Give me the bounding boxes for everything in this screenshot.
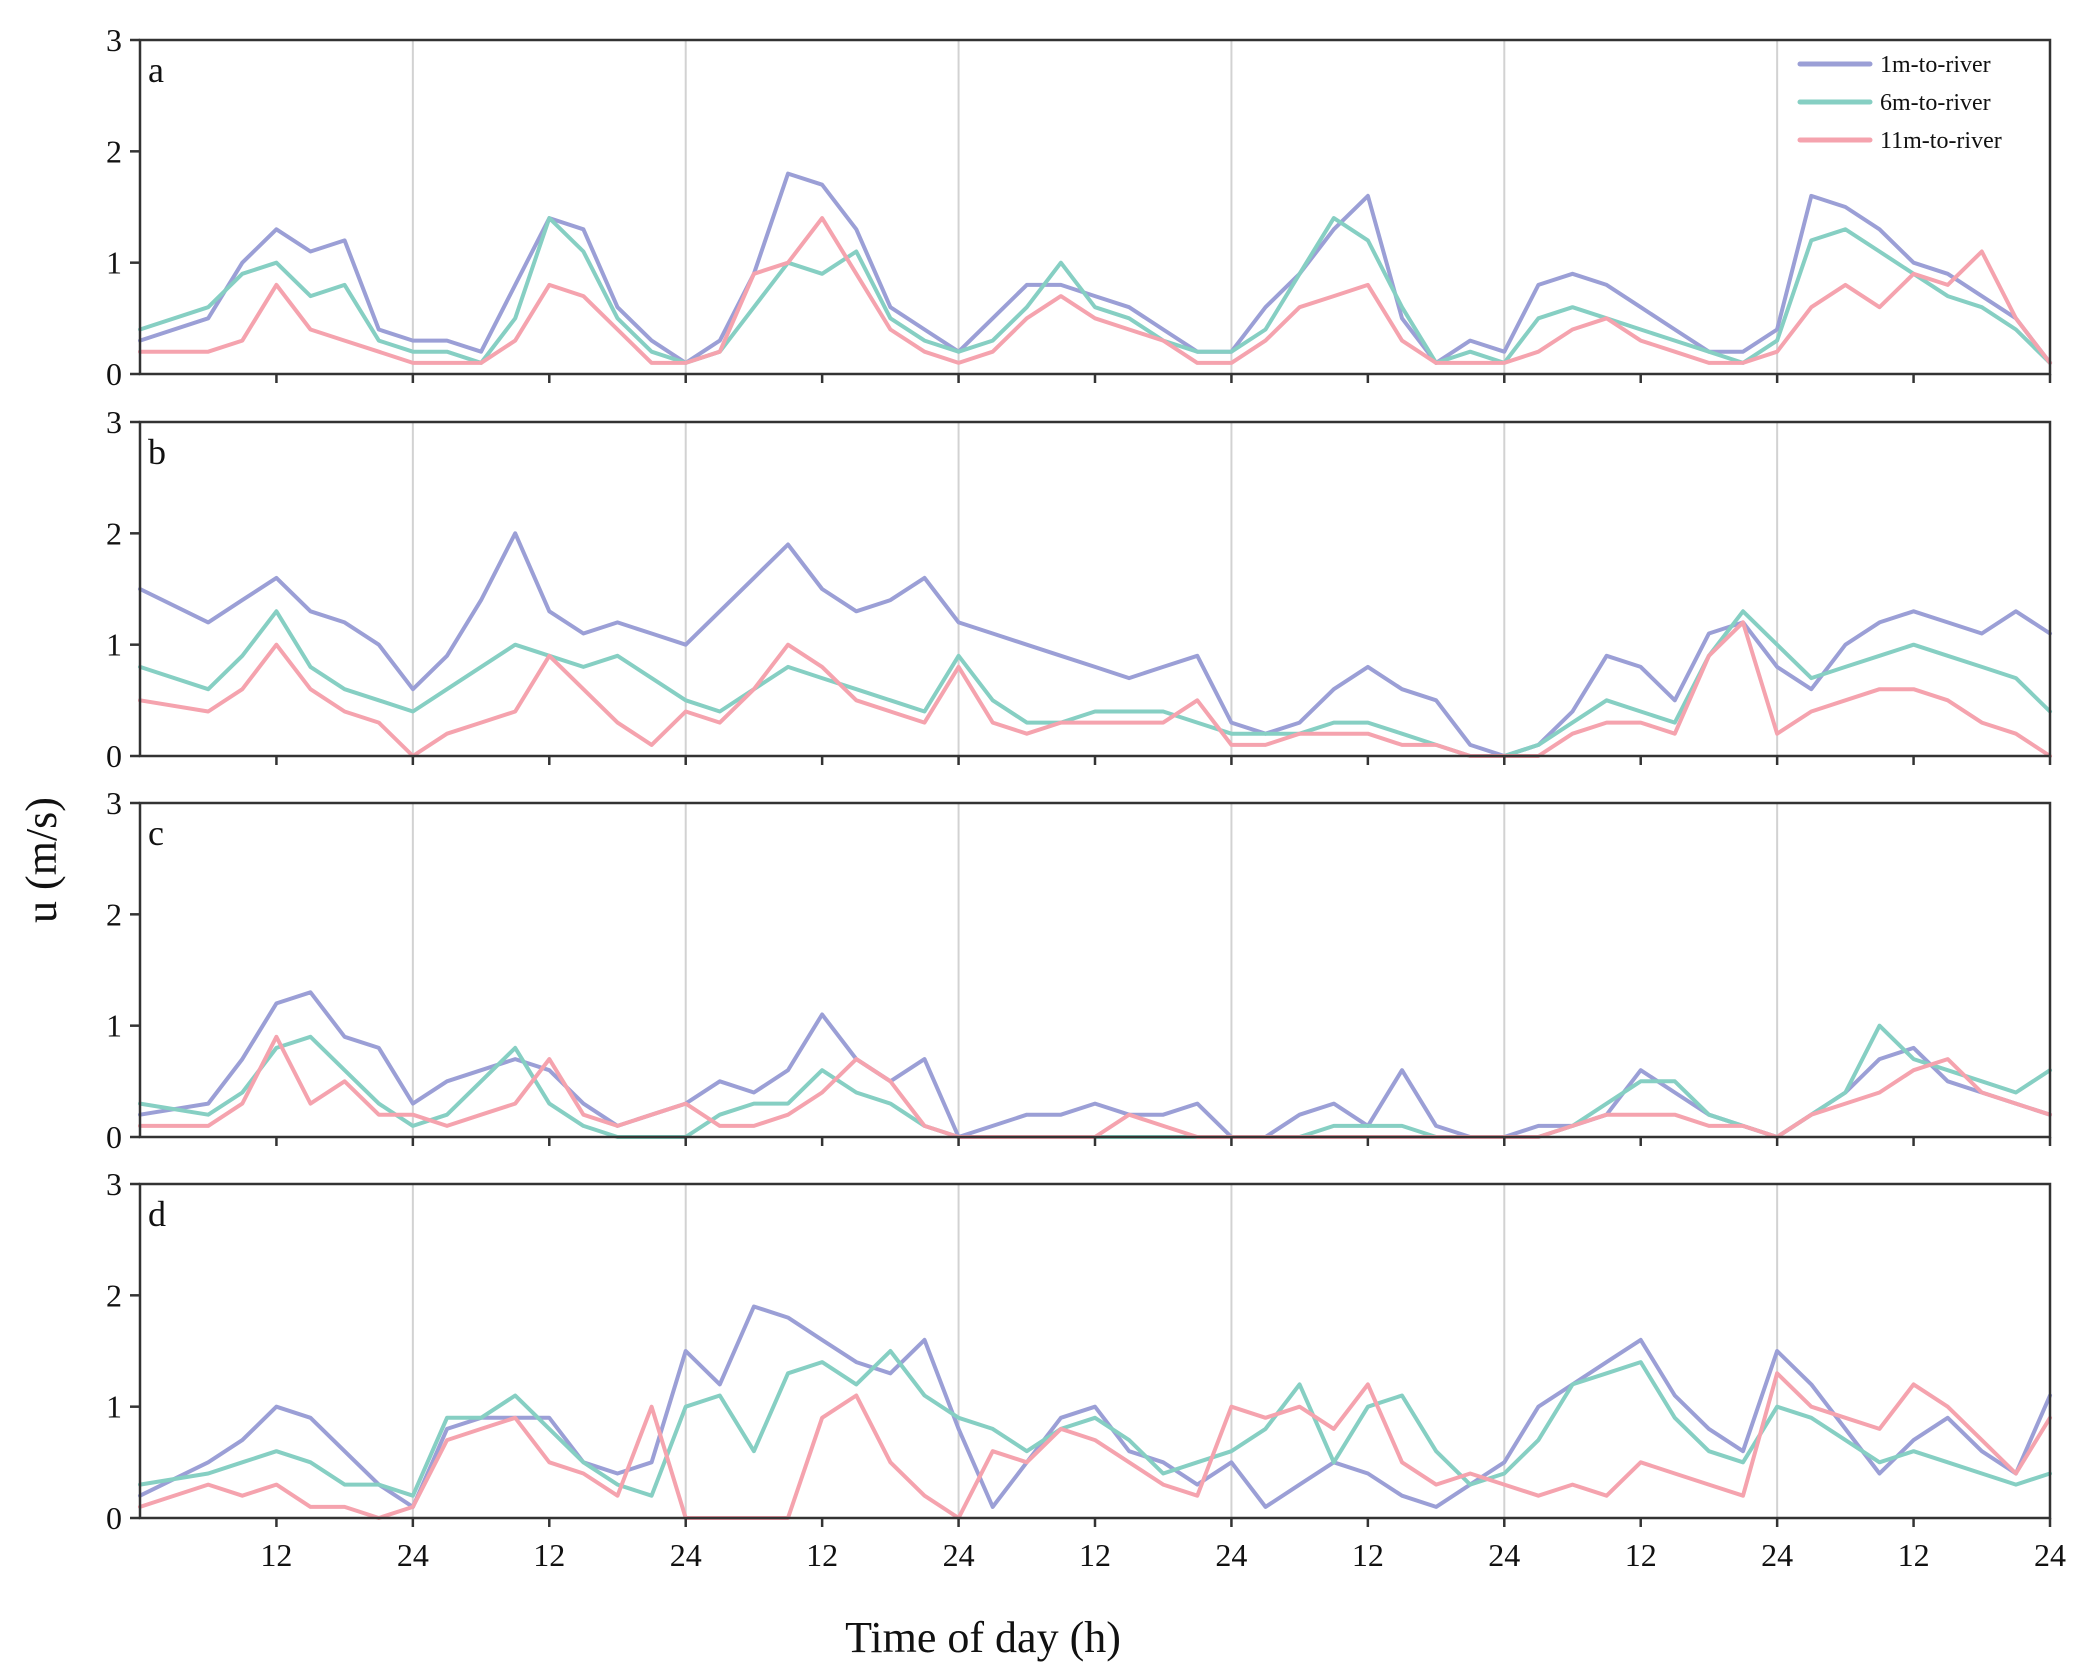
y-tick-label: 3: [106, 22, 122, 58]
x-tick-label: 12: [806, 1537, 838, 1573]
series-line-6m-to-river: [138, 609, 2052, 758]
x-tick-label: 12: [260, 1537, 292, 1573]
y-tick-label: 3: [106, 785, 122, 821]
x-tick-label: 24: [2034, 1537, 2066, 1573]
y-tick-label: 1: [106, 245, 122, 281]
series-line-6m-to-river: [138, 1349, 2052, 1498]
x-tick-label: 24: [1761, 1537, 1793, 1573]
x-tick-labels: 12 24 12 24 12 24 12 24 12 24 12 24 12 24: [260, 1537, 2066, 1573]
panel-label: b: [148, 432, 166, 472]
panel-a: 0 1 2 3a: [106, 22, 2052, 392]
x-tick-label: 12: [1898, 1537, 1930, 1573]
y-tick-label: 2: [106, 133, 122, 169]
series-line-11m-to-river: [138, 1371, 2052, 1520]
y-axis-title: u (m/s): [17, 797, 66, 923]
x-tick-label: 24: [397, 1537, 429, 1573]
series-line-11m-to-river: [138, 1034, 2052, 1139]
panel-b: 0 1 2 3b: [106, 404, 2052, 774]
x-axis-title: Time of day (h): [845, 1613, 1121, 1662]
y-tick-label: 0: [106, 1500, 122, 1536]
x-tick-label: 12: [1625, 1537, 1657, 1573]
panel-label: a: [148, 50, 164, 90]
x-tick-label: 24: [943, 1537, 975, 1573]
series-line-1m-to-river: [138, 171, 2052, 365]
x-tick-label: 24: [1215, 1537, 1247, 1573]
y-tick-label: 2: [106, 1277, 122, 1313]
legend: 1m-to-river 6m-to-river 11m-to-river: [1797, 52, 2002, 154]
panel-label: d: [148, 1194, 166, 1234]
series-line-11m-to-river: [138, 620, 2052, 758]
y-tick-label: 3: [106, 1166, 122, 1202]
panel-c: 0 1 2 3c: [106, 785, 2052, 1155]
x-tick-label: 12: [1079, 1537, 1111, 1573]
legend-label: 11m-to-river: [1880, 128, 2002, 154]
y-tick-label: 0: [106, 738, 122, 774]
x-tick-label: 12: [533, 1537, 565, 1573]
y-tick-label: 0: [106, 1119, 122, 1155]
y-tick-label: 1: [106, 1008, 122, 1044]
y-tick-label: 1: [106, 627, 122, 663]
legend-label: 6m-to-river: [1880, 90, 1991, 116]
x-tick-label: 12: [1352, 1537, 1384, 1573]
panel-d: 0 1 2 3d: [106, 1166, 2052, 1536]
series-line-11m-to-river: [138, 216, 2052, 365]
legend-label: 1m-to-river: [1880, 52, 1991, 78]
panel-label: c: [148, 813, 164, 853]
y-tick-label: 2: [106, 896, 122, 932]
x-tick-label: 24: [1488, 1537, 1520, 1573]
y-tick-label: 3: [106, 404, 122, 440]
y-tick-label: 2: [106, 515, 122, 551]
y-tick-label: 0: [106, 356, 122, 392]
x-tick-label: 24: [670, 1537, 702, 1573]
series-line-1m-to-river: [138, 531, 2052, 758]
y-tick-label: 1: [106, 1389, 122, 1425]
